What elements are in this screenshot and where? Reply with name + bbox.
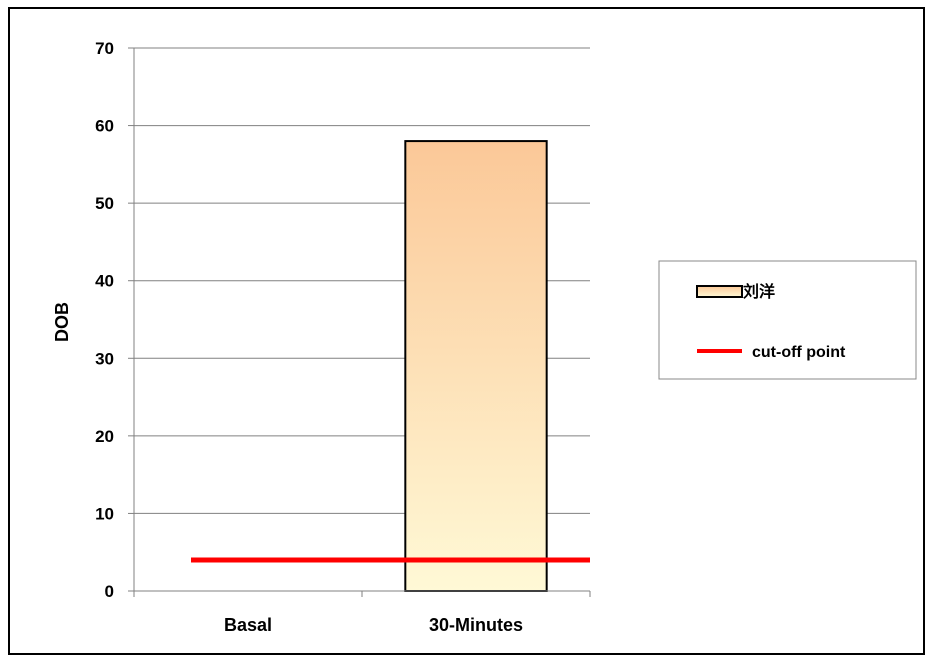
y-tick-label: 70	[95, 39, 114, 58]
y-tick-label: 40	[95, 272, 114, 291]
y-axis-title: DOB	[52, 302, 72, 342]
legend-bar-swatch	[696, 285, 743, 298]
bars	[404, 140, 548, 592]
y-tick-label: 60	[95, 117, 114, 136]
x-tick-label: Basal	[224, 615, 272, 635]
y-tick-label: 30	[95, 349, 114, 368]
legend-box	[658, 260, 917, 380]
legend: 刘洋 cut-off point	[658, 260, 917, 380]
y-tick-label: 50	[95, 194, 114, 213]
y-tick-label: 20	[95, 427, 114, 446]
y-tick-label: 0	[105, 582, 114, 601]
x-tick-label: 30-Minutes	[429, 615, 523, 635]
axes: 0 10 20 30 40 50 60 70 Basal 30-Minutes	[95, 39, 591, 635]
legend-series-label: 刘洋	[743, 282, 775, 301]
y-tick-label: 10	[95, 504, 114, 523]
bar	[404, 140, 548, 592]
legend-cutoff-label: cut-off point	[752, 344, 846, 361]
